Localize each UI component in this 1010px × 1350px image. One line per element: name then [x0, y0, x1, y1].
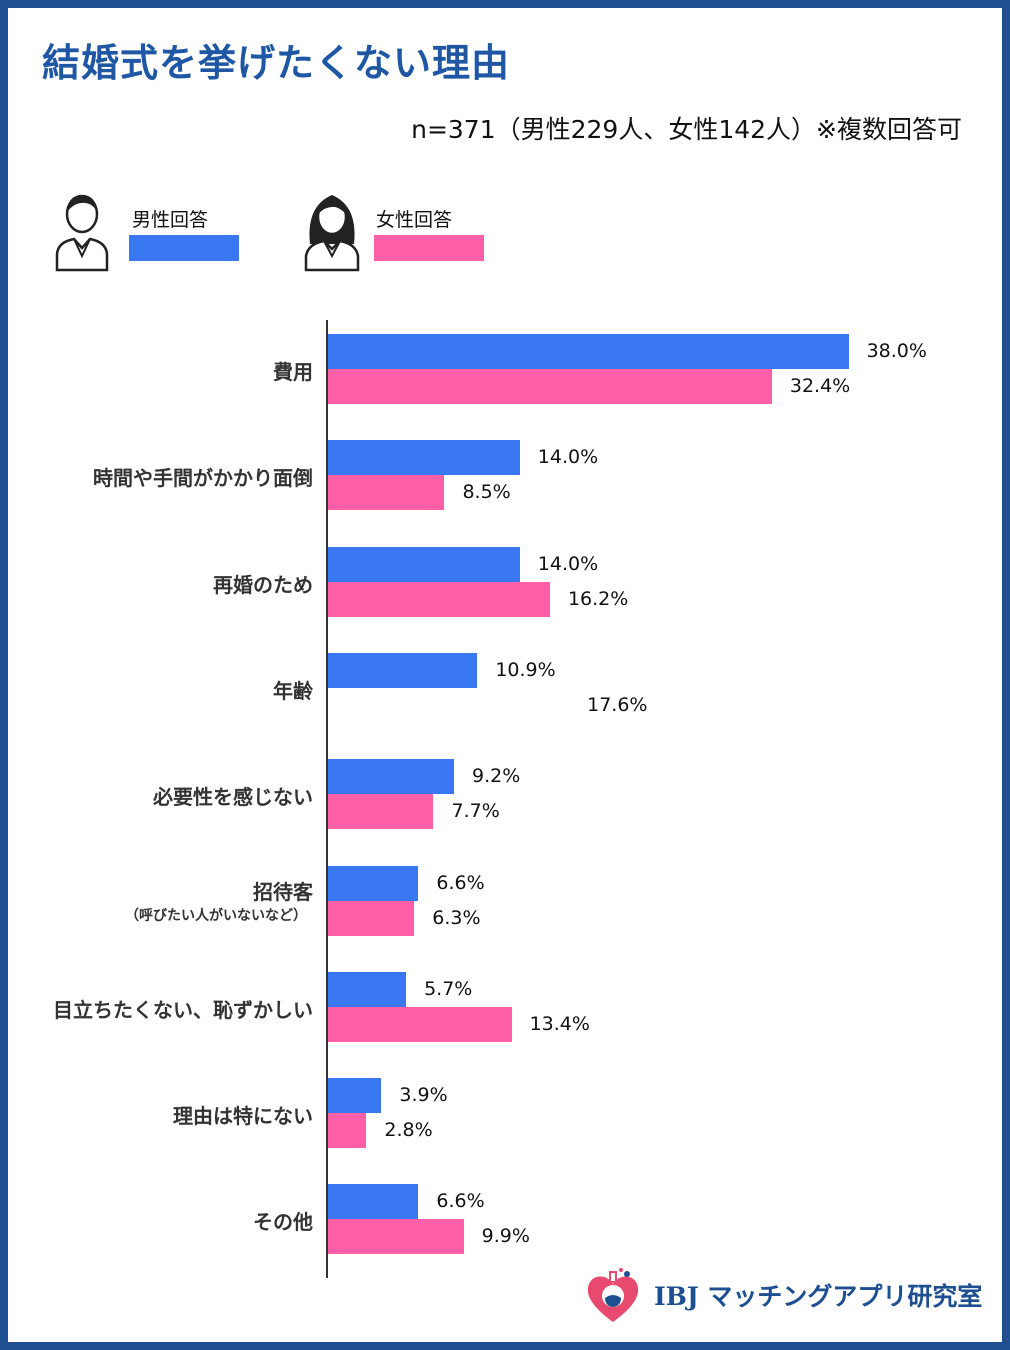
- category-label: 理由は特にない: [173, 1104, 313, 1129]
- female-bar: [328, 1113, 367, 1149]
- legend-female-swatch: [374, 235, 484, 261]
- category-label: 費用: [273, 360, 313, 384]
- value-label: 38.0%: [866, 340, 927, 362]
- category-label: 必要性を感じない: [153, 785, 313, 810]
- value-label: 6.6%: [436, 871, 485, 894]
- category-label: 年齢: [273, 678, 313, 703]
- category-label: 再婚のため: [213, 572, 313, 597]
- male-bar: [328, 1078, 382, 1114]
- female-bar: [328, 1006, 512, 1042]
- logo-text: IBJ マッチングアプリ研究室: [654, 1282, 983, 1311]
- male-bar: [328, 652, 478, 688]
- sample-note: n=371（男性229人、女性142人）※複数回答可: [411, 115, 962, 144]
- female-bar: [328, 581, 550, 617]
- legend-female-label: 女性回答: [376, 209, 453, 231]
- page-title: 結婚式を挙げたくない理由: [42, 41, 511, 85]
- value-label: 2.8%: [384, 1119, 433, 1142]
- female-bar: [328, 475, 445, 511]
- female-bar: [328, 369, 772, 404]
- male-bar: [328, 1184, 419, 1220]
- female-bar: [328, 1219, 464, 1255]
- value-label: 9.2%: [472, 765, 521, 788]
- value-label: 10.9%: [495, 658, 556, 681]
- male-bar: [328, 971, 407, 1007]
- male-person-icon: [55, 194, 109, 272]
- value-label: 8.5%: [462, 481, 511, 504]
- value-label: 5.7%: [424, 977, 473, 1000]
- male-bar: [328, 759, 455, 795]
- value-label: 16.2%: [567, 587, 629, 610]
- legend-male-label: 男性回答: [132, 209, 209, 231]
- value-label: 14.0%: [537, 446, 599, 469]
- male-bar: [328, 865, 419, 901]
- category-note: （呼びたい人がいないなど）: [125, 907, 307, 924]
- value-label: 6.6%: [436, 1190, 485, 1213]
- value-label: 13.4%: [529, 1012, 590, 1035]
- value-label: 17.6%: [587, 693, 648, 716]
- male-bar: [328, 546, 520, 582]
- value-label: 3.9%: [399, 1084, 448, 1107]
- male-bar: [328, 440, 520, 476]
- category-label: 時間や手間がかかり面倒: [93, 466, 313, 491]
- value-label: 7.7%: [451, 800, 500, 823]
- female-bar: [328, 794, 434, 830]
- male-bar: [328, 334, 849, 369]
- category-axis-line: [326, 320, 328, 1278]
- female-person-icon: [304, 195, 360, 272]
- value-label: 32.4%: [789, 375, 851, 397]
- female-bar: [328, 688, 569, 723]
- value-label: 9.9%: [481, 1225, 530, 1248]
- legend-male-swatch: [129, 235, 239, 261]
- female-bar: [328, 900, 415, 936]
- category-label: その他: [253, 1210, 313, 1235]
- value-label: 6.3%: [432, 906, 481, 929]
- category-label: 目立ちたくない、恥ずかしい: [53, 997, 313, 1022]
- heart-flask-logo-icon: [587, 1268, 639, 1322]
- value-label: 14.0%: [537, 552, 599, 575]
- category-label: 招待客: [253, 879, 313, 904]
